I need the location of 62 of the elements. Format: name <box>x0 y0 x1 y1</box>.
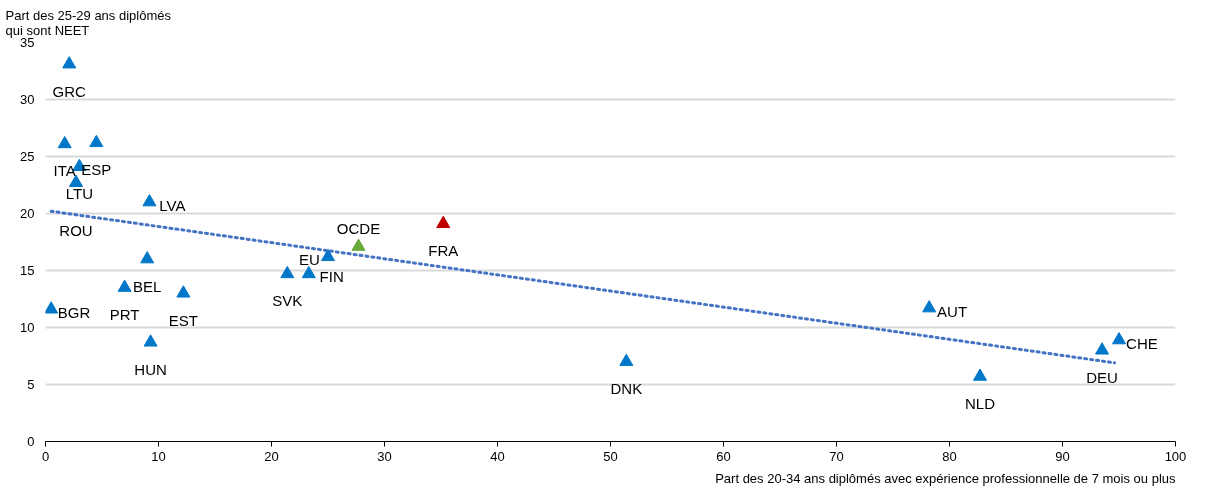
annotation: BGR <box>57 303 91 321</box>
x-tick-label: 100 <box>1164 448 1187 464</box>
point <box>143 334 158 347</box>
point <box>45 301 59 314</box>
x-tick-label: 90 <box>1055 448 1070 464</box>
y-tick-label: 5 <box>27 377 35 392</box>
y-axis-title: Part des 25-29 ans diplômés qui sont NEET <box>5 7 172 38</box>
point <box>69 174 84 187</box>
annotation: SVK <box>272 292 303 310</box>
annotation: ITA <box>53 162 76 180</box>
point <box>321 248 335 262</box>
point <box>57 135 72 149</box>
annotation: ESP <box>81 161 112 179</box>
annotation: FIN <box>319 268 344 286</box>
point <box>1095 342 1110 355</box>
annotation: FRA <box>428 242 459 260</box>
y-tick-label: 10 <box>20 320 35 335</box>
point <box>922 300 937 313</box>
y-tick-label: 35 <box>20 35 35 50</box>
point <box>436 215 451 229</box>
point <box>62 56 77 69</box>
annotation: AUT <box>937 302 968 320</box>
y-tick-label: 30 <box>20 92 35 107</box>
annotation: DNK <box>610 380 643 398</box>
x-tick-label: 30 <box>377 448 392 464</box>
y-tick-label: 15 <box>20 263 35 278</box>
x-tick-label: 10 <box>151 448 166 464</box>
annotation: EST <box>168 311 198 329</box>
x-tick-label: 70 <box>829 448 844 464</box>
annotation: OCDE <box>336 220 381 238</box>
annotation: LTU <box>65 185 94 203</box>
annotation: PRT <box>109 306 140 324</box>
annotation: ROU <box>59 222 93 240</box>
point <box>140 251 155 264</box>
annotation: BEL <box>133 277 162 295</box>
annotation: HUN <box>134 360 167 378</box>
point <box>89 134 104 148</box>
point <box>619 353 634 366</box>
annotation: NLD <box>965 395 996 413</box>
point <box>117 279 132 292</box>
y-tick-label: 25 <box>20 149 35 164</box>
point <box>351 238 366 251</box>
annotation: CHE <box>1126 334 1158 352</box>
x-tick-label: 60 <box>716 448 731 464</box>
point <box>1112 332 1126 345</box>
y-tick-label: 0 <box>27 434 35 449</box>
point <box>176 285 191 298</box>
point <box>301 265 316 279</box>
x-tick-label: 20 <box>264 448 279 464</box>
point <box>973 368 988 381</box>
annotation: DEU <box>1086 368 1118 386</box>
annotation: GRC <box>52 82 87 100</box>
annotation: LVA <box>159 196 186 214</box>
x-tick-label: 50 <box>603 448 618 464</box>
x-tick-label: 40 <box>490 448 505 464</box>
y-tick-label: 20 <box>20 206 35 221</box>
point <box>280 265 295 279</box>
x-axis-title: Part des 20-34 ans diplômés avec expérience professionnelle de 7 mois ou plus <box>715 470 1176 486</box>
point <box>142 194 157 207</box>
annotation: EU <box>298 251 320 269</box>
x-tick-label: 80 <box>942 448 957 464</box>
x-tick-label: 0 <box>41 448 50 464</box>
